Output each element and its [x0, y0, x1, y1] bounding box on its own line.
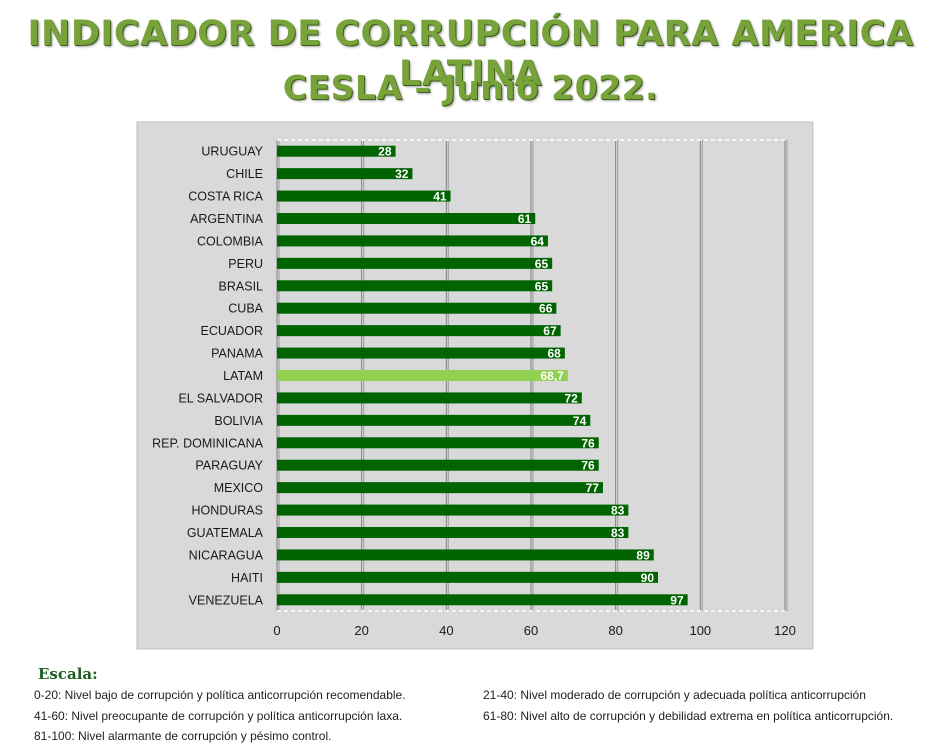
data-label: 65: [535, 279, 549, 293]
bar: [277, 414, 591, 426]
data-label: 41: [433, 190, 447, 204]
data-label: 66: [539, 302, 553, 316]
category-label: PARAGUAY: [195, 459, 263, 473]
bar: [277, 280, 553, 292]
category-label: GUATEMALA: [187, 526, 264, 540]
category-label: LATAM: [223, 369, 263, 383]
data-label: 32: [395, 167, 409, 181]
category-label: EL SALVADOR: [178, 391, 263, 405]
category-label: NICARAGUA: [189, 548, 264, 562]
bar: [277, 370, 568, 381]
bar: [277, 325, 561, 337]
x-tick-label: 120: [774, 623, 796, 638]
category-label: PANAMA: [211, 347, 264, 361]
bar: [277, 392, 582, 404]
bar: [277, 571, 658, 583]
category-label: ARGENTINA: [190, 212, 264, 226]
bar: [277, 347, 565, 359]
data-label: 83: [611, 526, 625, 540]
category-label: VENEZUELA: [189, 593, 264, 607]
data-label: 68: [548, 347, 562, 361]
category-label: BOLIVIA: [214, 414, 263, 428]
category-label: CHILE: [226, 167, 263, 181]
data-label: 76: [581, 436, 595, 450]
bar-chart: 28 URUGUAY 32 CHILE 41 COSTA RICA 61 ARGENTINA 6…: [136, 121, 814, 650]
category-label: URUGUAY: [201, 145, 263, 159]
x-tick-label: 40: [439, 623, 453, 638]
bar: [277, 482, 603, 494]
data-label: 64: [531, 234, 545, 248]
bar: [277, 257, 553, 269]
data-label: 97: [670, 593, 684, 607]
data-label: 76: [581, 459, 595, 473]
legend-heading: Escala:: [38, 665, 98, 683]
x-tick-label: 60: [524, 623, 538, 638]
bar: [277, 145, 396, 157]
bar: [277, 213, 536, 224]
data-label: 90: [641, 571, 655, 585]
category-label: BRASIL: [219, 279, 264, 293]
legend-item-81-100: 81-100: Nivel alarmante de corrupción y …: [34, 729, 332, 743]
data-label: 61: [518, 212, 532, 226]
data-label: 65: [535, 257, 549, 271]
x-tick-label: 80: [608, 623, 622, 638]
chart-title-line2: CESLA – Junio 2022.: [282, 68, 659, 107]
category-label: PERU: [228, 257, 263, 271]
legend-item-21-40: 21-40: Nivel moderado de corrupción y ad…: [483, 688, 866, 702]
legend-item-0-20: 0-20: Nivel bajo de corrupción y polític…: [34, 688, 406, 702]
legend-item-61-80: 61-80: Nivel alto de corrupción y debili…: [483, 709, 894, 723]
legend-item-41-60: 41-60: Nivel preocupante de corrupción y…: [34, 709, 403, 723]
data-label: 72: [564, 391, 578, 405]
bar: [277, 527, 629, 538]
category-label: HAITI: [231, 571, 263, 585]
data-label: 28: [378, 145, 392, 159]
bar: [277, 168, 413, 180]
data-label: 83: [611, 504, 625, 518]
data-label: 77: [586, 481, 600, 495]
category-label: ECUADOR: [200, 324, 263, 338]
category-label: HONDURAS: [191, 504, 263, 518]
category-label: MEXICO: [214, 481, 264, 495]
category-label: REP. DOMINICANA: [152, 436, 264, 450]
category-label: CUBA: [228, 302, 263, 316]
chart-title-line1: INDICADOR DE CORRUPCIÓN PARA AMERICA LAT…: [27, 14, 914, 94]
category-label: COSTA RICA: [188, 190, 263, 204]
bar: [277, 437, 599, 449]
x-tick-label: 100: [689, 623, 711, 638]
x-tick-label: 0: [273, 623, 280, 638]
x-tick-label: 20: [354, 623, 368, 638]
bar: [277, 190, 451, 202]
category-label: COLOMBIA: [197, 234, 264, 248]
bar: [277, 504, 629, 516]
bar: [277, 549, 654, 561]
bar: [277, 459, 599, 471]
bar: [277, 302, 557, 314]
bar: [277, 235, 548, 247]
data-label: 67: [543, 324, 557, 338]
bar: [277, 594, 688, 606]
data-label: 68,7: [540, 369, 564, 383]
data-label: 89: [636, 548, 650, 562]
data-label: 74: [573, 414, 587, 428]
